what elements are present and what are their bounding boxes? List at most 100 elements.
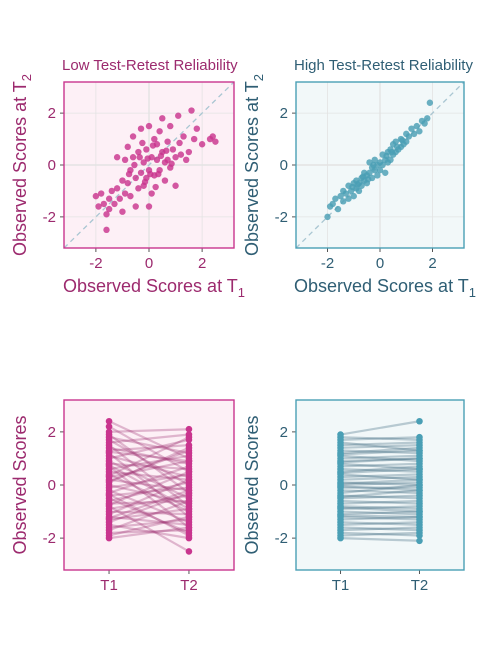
scatter-point [349, 183, 356, 191]
scatter-point [364, 176, 372, 183]
y-tick-label: -2 [43, 209, 56, 226]
paired-line [108, 497, 190, 534]
point-t2 [185, 513, 193, 521]
scatter-point [371, 156, 378, 164]
paired-line [340, 478, 420, 485]
point-t2 [416, 492, 423, 499]
point-t2 [185, 468, 193, 476]
point-t2 [416, 502, 423, 510]
scatter-point [121, 190, 129, 197]
scatter-point [140, 159, 147, 166]
paired-line [108, 438, 190, 460]
paired-line [108, 433, 190, 494]
point-t2 [416, 417, 423, 425]
y-tick-label: 2 [48, 105, 56, 122]
scatter-point [383, 152, 390, 160]
scatter-point [139, 139, 146, 147]
y-tick-label: 2 [280, 424, 288, 441]
paired-line [340, 526, 420, 532]
x-axis-label: Observed Scores at T1 [63, 276, 245, 300]
scatter-point [163, 147, 170, 154]
scatter-point [405, 133, 413, 140]
point-t2 [416, 513, 423, 521]
scatter-point [193, 125, 201, 132]
paired-line [108, 493, 190, 537]
scatter-point [176, 139, 183, 147]
scatter-point [125, 170, 133, 178]
scatter-point [416, 128, 423, 135]
scatter-point [105, 195, 113, 202]
scatter-point [132, 174, 139, 182]
scatter-point [376, 166, 384, 174]
scatter-point [113, 154, 121, 161]
paired-line [108, 446, 190, 484]
y-tick-label: 0 [280, 157, 288, 174]
y-axis-label: Observed Scores at T2 [10, 74, 34, 256]
y-axis-label: Observed Scores [10, 415, 30, 554]
point-t2 [185, 505, 193, 513]
scatter-point [155, 170, 162, 178]
paired-line [340, 436, 420, 441]
point-t2 [185, 447, 193, 454]
title-group-2: High Test-Retest Reliability [294, 57, 473, 74]
point-t2 [416, 497, 423, 505]
y-tick-label: 0 [280, 477, 288, 494]
paired-line [108, 473, 190, 489]
point-t1 [105, 501, 113, 509]
paired-line [340, 449, 420, 456]
point-t2 [416, 508, 423, 515]
paired-line [108, 473, 190, 513]
point-t2 [416, 481, 423, 489]
paired-line [340, 531, 420, 537]
scatter-point [137, 169, 145, 176]
paired-line [108, 438, 190, 486]
point-t1 [105, 490, 113, 498]
x-tick-label: T2 [180, 577, 198, 594]
panel-border-1 [63, 81, 235, 249]
scatter-point [143, 146, 150, 153]
paired-line [340, 473, 420, 481]
paired-line [340, 444, 420, 449]
paired-line [108, 478, 190, 516]
scatter-point [426, 99, 434, 106]
scatter-point [103, 211, 110, 218]
panel-background-4 [296, 400, 464, 570]
paired-line [108, 470, 190, 506]
scatter-point [135, 148, 142, 156]
scatter-point [147, 170, 154, 178]
scatter-point [164, 156, 171, 164]
scatter-point [392, 138, 399, 145]
scatter-point [144, 155, 151, 162]
scatter-point [355, 187, 363, 195]
scatter-point [136, 154, 143, 161]
point-t2 [185, 548, 193, 555]
scatter-point [350, 192, 357, 200]
scatter-point [161, 177, 169, 184]
scatter-point [359, 173, 367, 180]
point-t2 [185, 425, 193, 433]
point-t2 [185, 433, 193, 441]
chart-title: High Test-Retest Reliability [294, 57, 473, 74]
panel-background-3 [64, 400, 234, 570]
scatter-point [145, 122, 153, 130]
scatter-point [157, 152, 165, 160]
paired-line [108, 505, 190, 553]
scatter-point [337, 192, 344, 200]
scatter-point [382, 169, 389, 176]
point-t2 [416, 518, 423, 526]
point-t1 [105, 472, 113, 480]
scatter-point [97, 190, 105, 197]
paired-line [108, 436, 190, 477]
paired-line [340, 510, 420, 516]
scatter-point [132, 203, 139, 210]
paired-line [108, 462, 190, 471]
paired-line [108, 518, 190, 529]
paired-line [108, 481, 190, 503]
paired-line [108, 446, 190, 465]
scatter-point [159, 115, 166, 122]
point-t2 [416, 476, 423, 483]
scatter-point [371, 166, 378, 174]
scatter-point [180, 133, 187, 140]
scatter-point [410, 130, 418, 138]
